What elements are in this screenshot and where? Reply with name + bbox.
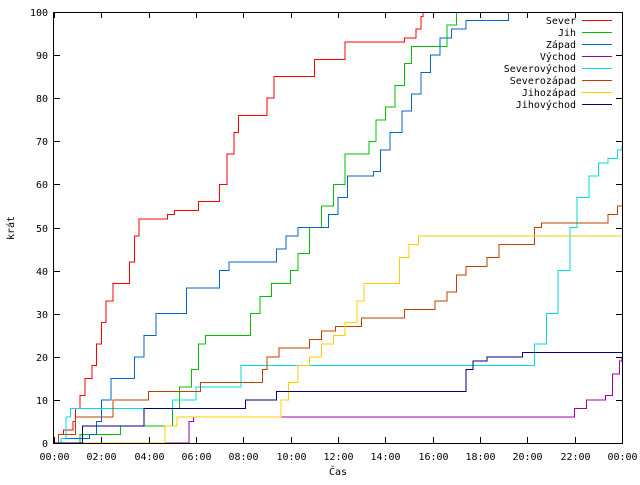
series-line-východ [54, 356, 623, 444]
series-line-jihozápad [54, 235, 622, 444]
x-tick-label: 14:00 [370, 452, 400, 463]
legend: SeverJihZápadVýchodSeverovýchodSeverozáp… [504, 16, 612, 111]
series-line-západ [54, 12, 509, 444]
series-line-severovýchod [54, 145, 623, 444]
x-axis-label: Čas [329, 465, 347, 478]
x-tick-label: 20:00 [512, 452, 542, 463]
y-axis-label: krát [5, 216, 17, 240]
y-tick-label: 0 [42, 439, 48, 450]
series-line-jihovýchod [54, 352, 622, 444]
x-tick-label: 12:00 [323, 452, 353, 463]
legend-label: Sever [546, 16, 576, 27]
x-tick-label: 00:00 [39, 452, 69, 463]
series-line-severozápad [54, 205, 622, 444]
y-tick-label: 50 [36, 224, 48, 235]
y-tick-label: 70 [36, 137, 48, 148]
x-tick-label: 02:00 [86, 452, 116, 463]
y-tick-label: 30 [36, 310, 48, 321]
legend-label: Jih [558, 28, 576, 39]
x-tick-label: 06:00 [181, 452, 211, 463]
legend-label: Západ [546, 39, 576, 51]
x-tick-label: 10:00 [276, 452, 306, 463]
legend-label: Jihovýchod [516, 99, 576, 111]
y-tick-label: 60 [36, 180, 48, 191]
x-tick-label: 04:00 [134, 452, 164, 463]
legend-label: Východ [540, 51, 576, 63]
legend-label: Severozápad [510, 75, 576, 87]
y-tick-label: 10 [36, 396, 48, 407]
y-tick-label: 100 [30, 8, 48, 19]
x-tick-label: 00:00 [607, 452, 637, 463]
y-tick-label: 40 [36, 267, 48, 278]
series-line-sever [54, 12, 424, 444]
x-tick-label: 08:00 [228, 452, 258, 463]
x-tick-label: 22:00 [560, 452, 590, 463]
y-tick-label: 80 [36, 94, 48, 105]
x-tick-label: 16:00 [418, 452, 448, 463]
legend-label: Jihozápad [522, 87, 576, 99]
legend-label: Severovýchod [504, 63, 576, 75]
x-tick-label: 18:00 [465, 452, 495, 463]
y-tick-label: 20 [36, 353, 48, 364]
y-tick-label: 90 [36, 51, 48, 62]
